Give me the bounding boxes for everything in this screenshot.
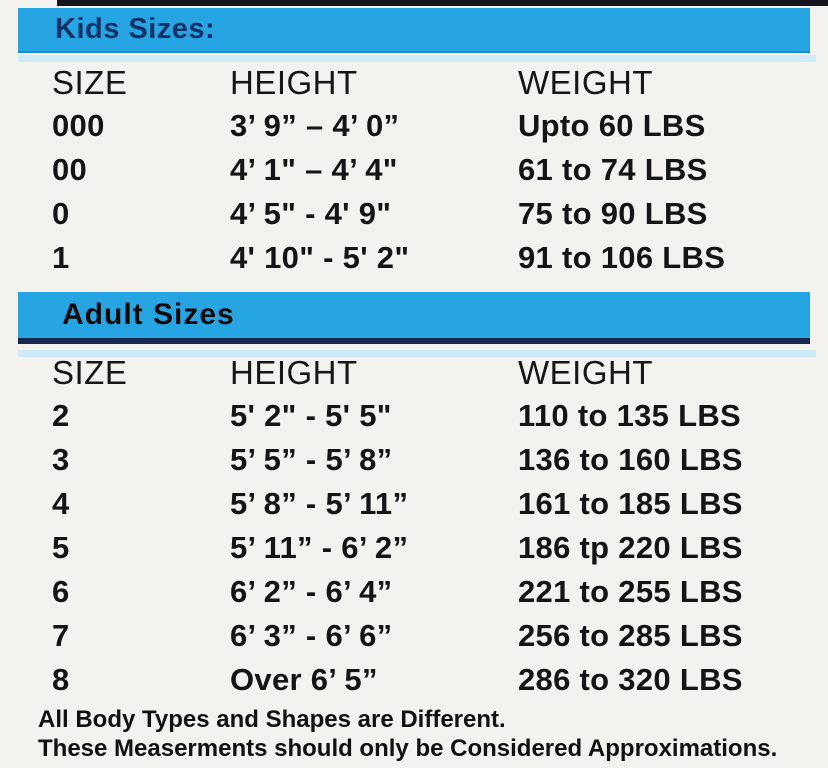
size-cell: 000 xyxy=(52,108,105,143)
size-cell: 4 xyxy=(52,486,70,521)
adult-section-header-bar: Adult Sizes xyxy=(18,292,810,344)
table-row: 1 4' 10" - 5' 2" 91 to 106 LBS xyxy=(52,236,812,280)
kids-section-header-bar: Kids Sizes: xyxy=(18,8,810,53)
table-row: 5 5’ 11” - 6’ 2” 186 tp 220 LBS xyxy=(52,526,812,570)
size-cell: 0 xyxy=(52,196,70,231)
height-cell: Over 6’ 5” xyxy=(230,662,378,697)
size-cell: 2 xyxy=(52,398,70,433)
kids-column-header-size: SIZE xyxy=(52,64,128,101)
disclaimer-line-2: These Measerments should only be Conside… xyxy=(38,735,778,762)
adult-section-title: Adult Sizes xyxy=(62,298,235,331)
size-cell: 7 xyxy=(52,618,70,653)
size-cell: 6 xyxy=(52,574,70,609)
adult-table-header-row: SIZE HEIGHT WEIGHT xyxy=(52,352,812,394)
height-cell: 5' 2" - 5' 5" xyxy=(230,398,392,433)
weight-cell: 110 to 135 LBS xyxy=(518,398,742,433)
weight-cell: 186 tp 220 LBS xyxy=(518,530,743,565)
height-cell: 6’ 2” - 6’ 4” xyxy=(230,574,393,609)
height-cell: 5’ 5” - 5’ 8” xyxy=(230,442,393,477)
kids-column-header-height: HEIGHT xyxy=(230,64,358,101)
table-row: 3 5’ 5” - 5’ 8” 136 to 160 LBS xyxy=(52,438,812,482)
weight-cell: 91 to 106 LBS xyxy=(518,240,726,275)
adult-column-header-weight: WEIGHT xyxy=(518,354,653,391)
disclaimer-notes: All Body Types and Shapes are Different.… xyxy=(38,705,777,763)
height-cell: 5’ 8” - 5’ 11” xyxy=(230,486,409,521)
height-cell: 3’ 9” – 4’ 0” xyxy=(230,108,400,143)
height-cell: 4' 10" - 5' 2" xyxy=(230,240,410,275)
disclaimer-line-1: All Body Types and Shapes are Different. xyxy=(38,706,506,733)
size-cell: 8 xyxy=(52,662,70,697)
adult-size-table: SIZE HEIGHT WEIGHT 2 5' 2" - 5' 5" 110 t… xyxy=(52,352,812,702)
table-row: 0 4’ 5" - 4' 9" 75 to 90 LBS xyxy=(52,192,812,236)
weight-cell: 161 to 185 LBS xyxy=(518,486,743,521)
adult-column-header-size: SIZE xyxy=(52,354,128,391)
size-cell: 1 xyxy=(52,240,70,275)
kids-section-title: Kids Sizes: xyxy=(55,13,216,45)
top-scan-edge xyxy=(57,0,828,6)
kids-header-bar-underline xyxy=(18,55,816,62)
table-row: 6 6’ 2” - 6’ 4” 221 to 255 LBS xyxy=(52,570,812,614)
height-cell: 6’ 3” - 6’ 6” xyxy=(230,618,393,653)
adult-header-bar-underline xyxy=(18,350,816,357)
weight-cell: 286 to 320 LBS xyxy=(518,662,743,697)
weight-cell: 221 to 255 LBS xyxy=(518,574,743,609)
height-cell: 4’ 1" – 4’ 4" xyxy=(230,152,398,187)
weight-cell: 75 to 90 LBS xyxy=(518,196,708,231)
height-cell: 4’ 5" - 4' 9" xyxy=(230,196,392,231)
table-row: 000 3’ 9” – 4’ 0” Upto 60 LBS xyxy=(52,104,812,148)
size-cell: 5 xyxy=(52,530,70,565)
table-row: 2 5' 2" - 5' 5" 110 to 135 LBS xyxy=(52,394,812,438)
table-row: 4 5’ 8” - 5’ 11” 161 to 185 LBS xyxy=(52,482,812,526)
weight-cell: 256 to 285 LBS xyxy=(518,618,743,653)
weight-cell: 61 to 74 LBS xyxy=(518,152,708,187)
size-cell: 00 xyxy=(52,152,88,187)
kids-column-header-weight: WEIGHT xyxy=(518,64,653,101)
table-row: 8 Over 6’ 5” 286 to 320 LBS xyxy=(52,658,812,702)
weight-cell: Upto 60 LBS xyxy=(518,108,706,143)
kids-size-table: SIZE HEIGHT WEIGHT 000 3’ 9” – 4’ 0” Upt… xyxy=(52,62,812,280)
table-row: 00 4’ 1" – 4’ 4" 61 to 74 LBS xyxy=(52,148,812,192)
weight-cell: 136 to 160 LBS xyxy=(518,442,743,477)
adult-column-header-height: HEIGHT xyxy=(230,354,358,391)
kids-table-header-row: SIZE HEIGHT WEIGHT xyxy=(52,62,812,104)
height-cell: 5’ 11” - 6’ 2” xyxy=(230,530,409,565)
size-cell: 3 xyxy=(52,442,70,477)
table-row: 7 6’ 3” - 6’ 6” 256 to 285 LBS xyxy=(52,614,812,658)
